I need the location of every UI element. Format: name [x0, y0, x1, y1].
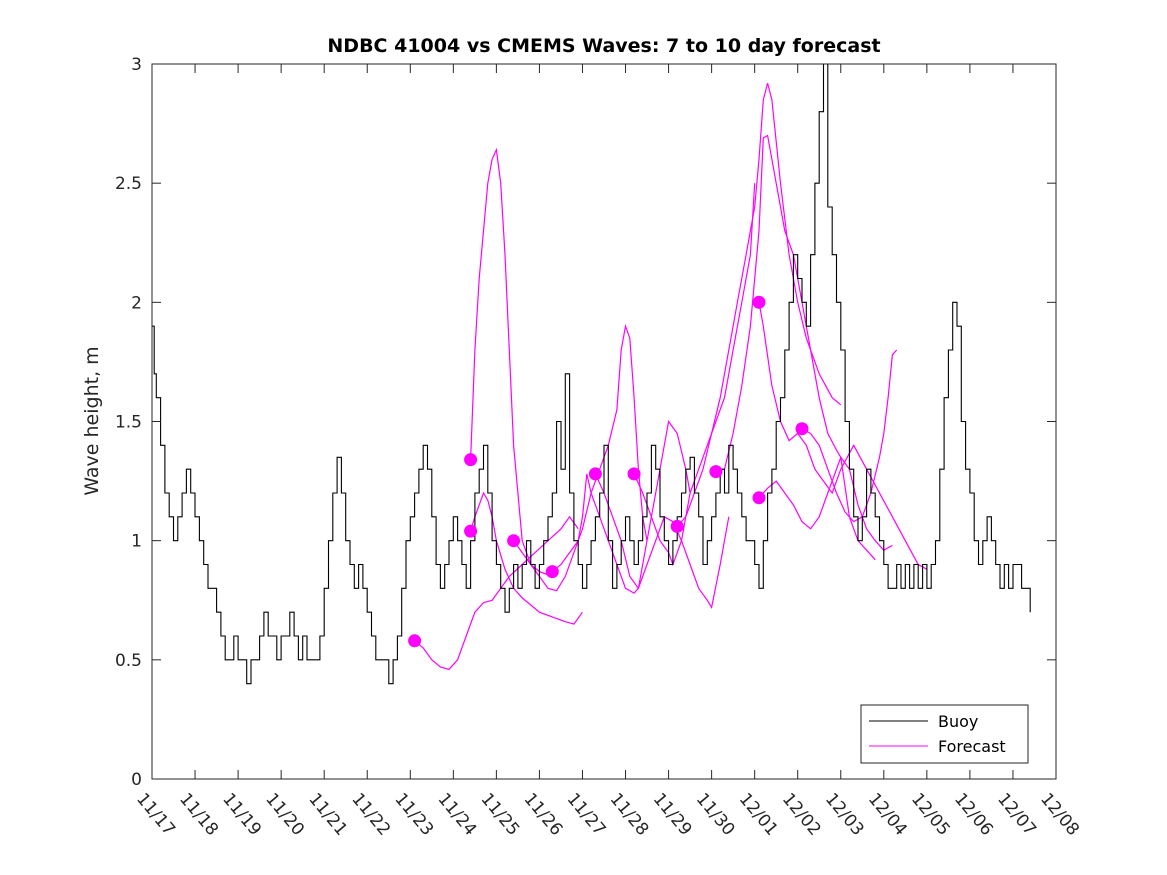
forecast-marker-3: [408, 634, 422, 648]
y-tick-label: 0.5: [115, 651, 142, 671]
forecast-marker-7: [627, 467, 641, 481]
y-tick-label: 1: [131, 532, 142, 552]
forecast-line-4: [513, 323, 648, 592]
forecast-line-5: [551, 420, 691, 594]
y-axis-label: Wave height, m: [81, 346, 103, 495]
forecast-marker-11: [752, 491, 766, 505]
forecast-line-2: [470, 491, 583, 625]
forecast-line-11: [758, 456, 893, 551]
buoy-line: [152, 63, 1031, 685]
plot-area: [152, 64, 1056, 779]
y-tick-label: 2.5: [115, 174, 142, 194]
series-layer: [152, 63, 1031, 685]
legend-label-buoy: Buoy: [938, 712, 978, 731]
forecast-marker-8: [670, 519, 684, 533]
y-tick-label: 0: [131, 770, 142, 790]
forecast-line-8: [676, 82, 842, 527]
forecast-marker-6: [588, 467, 602, 481]
y-tick-label: 2: [131, 293, 142, 313]
legend-label-forecast: Forecast: [938, 737, 1006, 756]
y-tick-label: 1.5: [115, 413, 142, 433]
legend-box: [860, 704, 1029, 764]
chart-title: NDBC 41004 vs CMEMS Waves: 7 to 10 day f…: [327, 35, 880, 57]
forecast-marker-10: [752, 295, 766, 309]
forecast-marker-12: [795, 422, 809, 436]
legend: Buoy Forecast: [860, 704, 1029, 764]
forecast-line-3: [414, 515, 579, 671]
forecast-marker-5: [545, 565, 559, 579]
forecast-marker-9: [709, 465, 723, 479]
forecast-line-10: [758, 302, 928, 570]
y-tick-label: 3: [131, 55, 142, 75]
forecast-marker-2: [464, 524, 478, 538]
forecast-marker-4: [507, 534, 521, 548]
forecast-marker-1: [464, 453, 478, 467]
